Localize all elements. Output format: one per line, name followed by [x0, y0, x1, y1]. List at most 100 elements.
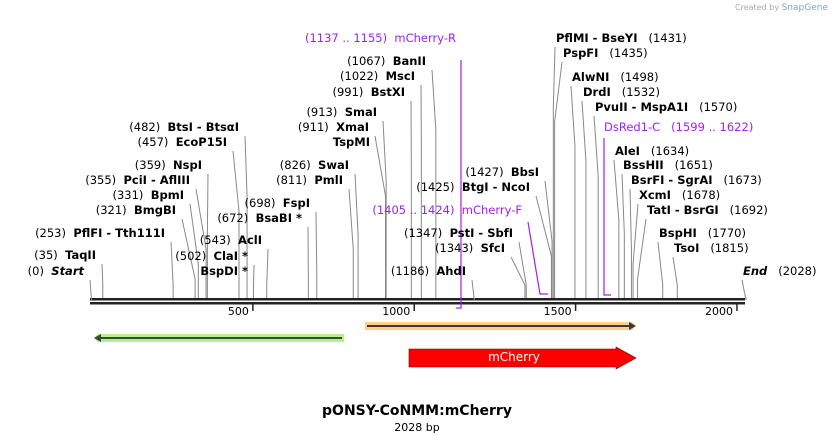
site-name: PflFI - Tth111I [73, 226, 165, 240]
restriction-site-label[interactable]: (811) PmlI [276, 173, 343, 187]
site-name: PstI - SbfI [449, 226, 513, 240]
restriction-site-label[interactable]: (911) XmaI [298, 120, 369, 134]
site-name: Start [51, 264, 84, 278]
site-position: (2028) [778, 264, 817, 278]
restriction-site-label[interactable]: (457) EcoP15I [137, 135, 227, 149]
restriction-site-label[interactable]: PspFI (1435) [563, 46, 648, 60]
restriction-site-label[interactable]: AleI (1634) [615, 144, 689, 158]
site-position: (253) [35, 226, 66, 240]
site-line [544, 180, 553, 298]
restriction-site-label[interactable]: (331) BpmI [112, 188, 184, 202]
primer-label[interactable]: DsRed1-C (1599 .. 1622) [604, 120, 753, 134]
site-position: (1067) [347, 54, 386, 68]
primer-label[interactable]: (1405 .. 1424) mCherry-F [372, 203, 522, 217]
snapgene-logo: SnapGene [781, 3, 828, 13]
site-line [431, 69, 437, 298]
site-position: (1692) [729, 203, 768, 217]
site-position: (1634) [650, 144, 690, 158]
site-position: (1435) [609, 46, 648, 60]
site-name: XmaI [336, 120, 369, 134]
restriction-site-label[interactable]: BsrFI - SgrAI (1673) [631, 173, 762, 187]
site-name: TaqII [65, 248, 96, 262]
site-position: (355) [85, 173, 117, 187]
restriction-site-label[interactable]: (0) Start [28, 264, 84, 278]
site-line [315, 211, 318, 298]
restriction-site-label[interactable]: BspDI * [193, 264, 248, 278]
site-name: NspI [173, 158, 202, 172]
restriction-site-label[interactable]: PvuII - MspA1I (1570) [595, 100, 737, 114]
site-line [510, 256, 526, 298]
plasmid-length: 2028 bp [394, 421, 440, 434]
site-name: DrdI [583, 85, 611, 99]
site-position: (1815) [710, 241, 749, 255]
restriction-site-label[interactable]: (1343) SfcI [435, 241, 505, 255]
restriction-site-label[interactable]: (502) ClaI * [175, 249, 248, 263]
site-name: AhdI [436, 264, 466, 278]
restriction-site-label[interactable]: (482) BtsI - BtsαI [129, 120, 239, 134]
restriction-site-label[interactable]: (543) AclI [200, 233, 262, 247]
site-name: BbsI [510, 165, 539, 179]
site-name: mCherry-R [394, 31, 456, 45]
site-line [593, 115, 599, 298]
restriction-site-label[interactable]: (913) SmaI [306, 105, 377, 119]
site-position: (1431) [648, 31, 687, 45]
restriction-site-label[interactable]: DrdI (1532) [583, 85, 660, 99]
site-name: ClaI * [213, 249, 248, 263]
backbone-top [90, 298, 745, 301]
restriction-site-label[interactable]: AlwNI (1498) [572, 70, 659, 84]
restriction-site-label[interactable]: End (2028) [743, 264, 817, 278]
restriction-site-label[interactable]: (991) BstXI [332, 85, 405, 99]
restriction-site-label[interactable]: (1347) PstI - SbfI [404, 226, 513, 240]
site-position: (991) [332, 85, 364, 99]
site-line [657, 241, 664, 298]
site-name: BtsI - BtsαI [167, 120, 239, 134]
mcherry-feature-arrow [408, 346, 637, 370]
restriction-site-label[interactable]: (253) PflFI - Tth111I [35, 226, 165, 240]
restriction-site-label[interactable]: (1067) BanII [347, 54, 426, 68]
site-name: MscI [385, 69, 415, 83]
restriction-site-label[interactable]: (672) BsaBI * [217, 211, 302, 225]
site-position: (1673) [723, 173, 762, 187]
restriction-site-label[interactable]: TsoI (1815) [674, 241, 749, 255]
restriction-site-label[interactable]: (1022) MscI [340, 69, 415, 83]
feature-label-mcherry[interactable]: mCherry [488, 350, 540, 364]
site-position: (1599 .. 1622) [671, 120, 754, 134]
site-name: SmaI [344, 105, 377, 119]
restriction-site-label[interactable]: (321) BmgBI [96, 203, 176, 217]
restriction-site-label[interactable]: (355) PciI - AflIII [85, 173, 190, 187]
restriction-site-label[interactable]: PflMI - BseYI (1431) [556, 31, 687, 45]
site-name: PvuII - MspA1I [595, 100, 689, 114]
restriction-site-label[interactable]: (826) SwaI [280, 158, 349, 172]
site-name: AclI [238, 233, 262, 247]
site-name: BsrFI - SgrAI [631, 173, 713, 187]
primer-label[interactable]: (1137 .. 1155) mCherry-R [305, 31, 456, 45]
site-line [535, 195, 552, 298]
credit-prefix: Created by [735, 3, 780, 12]
site-line [621, 173, 625, 298]
site-name: DsRed1-C [604, 120, 661, 134]
restriction-site-label[interactable]: (698) FspI [245, 196, 310, 210]
ruler-tick-label: 1000 [382, 305, 411, 318]
restriction-site-label[interactable]: (359) NspI [135, 158, 202, 172]
restriction-site-label[interactable]: BspHI (1770) [659, 226, 746, 240]
restriction-site-label[interactable]: (35) TaqII [34, 248, 96, 262]
restriction-site-label[interactable]: TspMI [326, 135, 370, 149]
site-name: PspFI [563, 46, 599, 60]
site-position: (1770) [707, 226, 746, 240]
restriction-site-label[interactable]: BssHII (1651) [623, 158, 713, 172]
site-position: (543) [199, 233, 231, 247]
site-position: (913) [306, 105, 338, 119]
site-position: (482) [129, 120, 161, 134]
site-line [637, 218, 647, 298]
restriction-site-label[interactable]: (1427) BbsI [465, 165, 539, 179]
restriction-site-label[interactable]: (1186) AhdI [391, 264, 466, 278]
site-name: TsoI [674, 241, 700, 255]
backbone-bottom [90, 302, 745, 305]
site-line [354, 173, 359, 298]
site-line [552, 46, 556, 298]
restriction-site-label[interactable]: XcmI (1678) [639, 188, 720, 202]
restriction-site-label[interactable]: (1425) BtgI - NcoI [416, 180, 530, 194]
restriction-site-label[interactable]: TatI - BsrGI (1692) [647, 203, 768, 217]
site-line [89, 279, 92, 301]
